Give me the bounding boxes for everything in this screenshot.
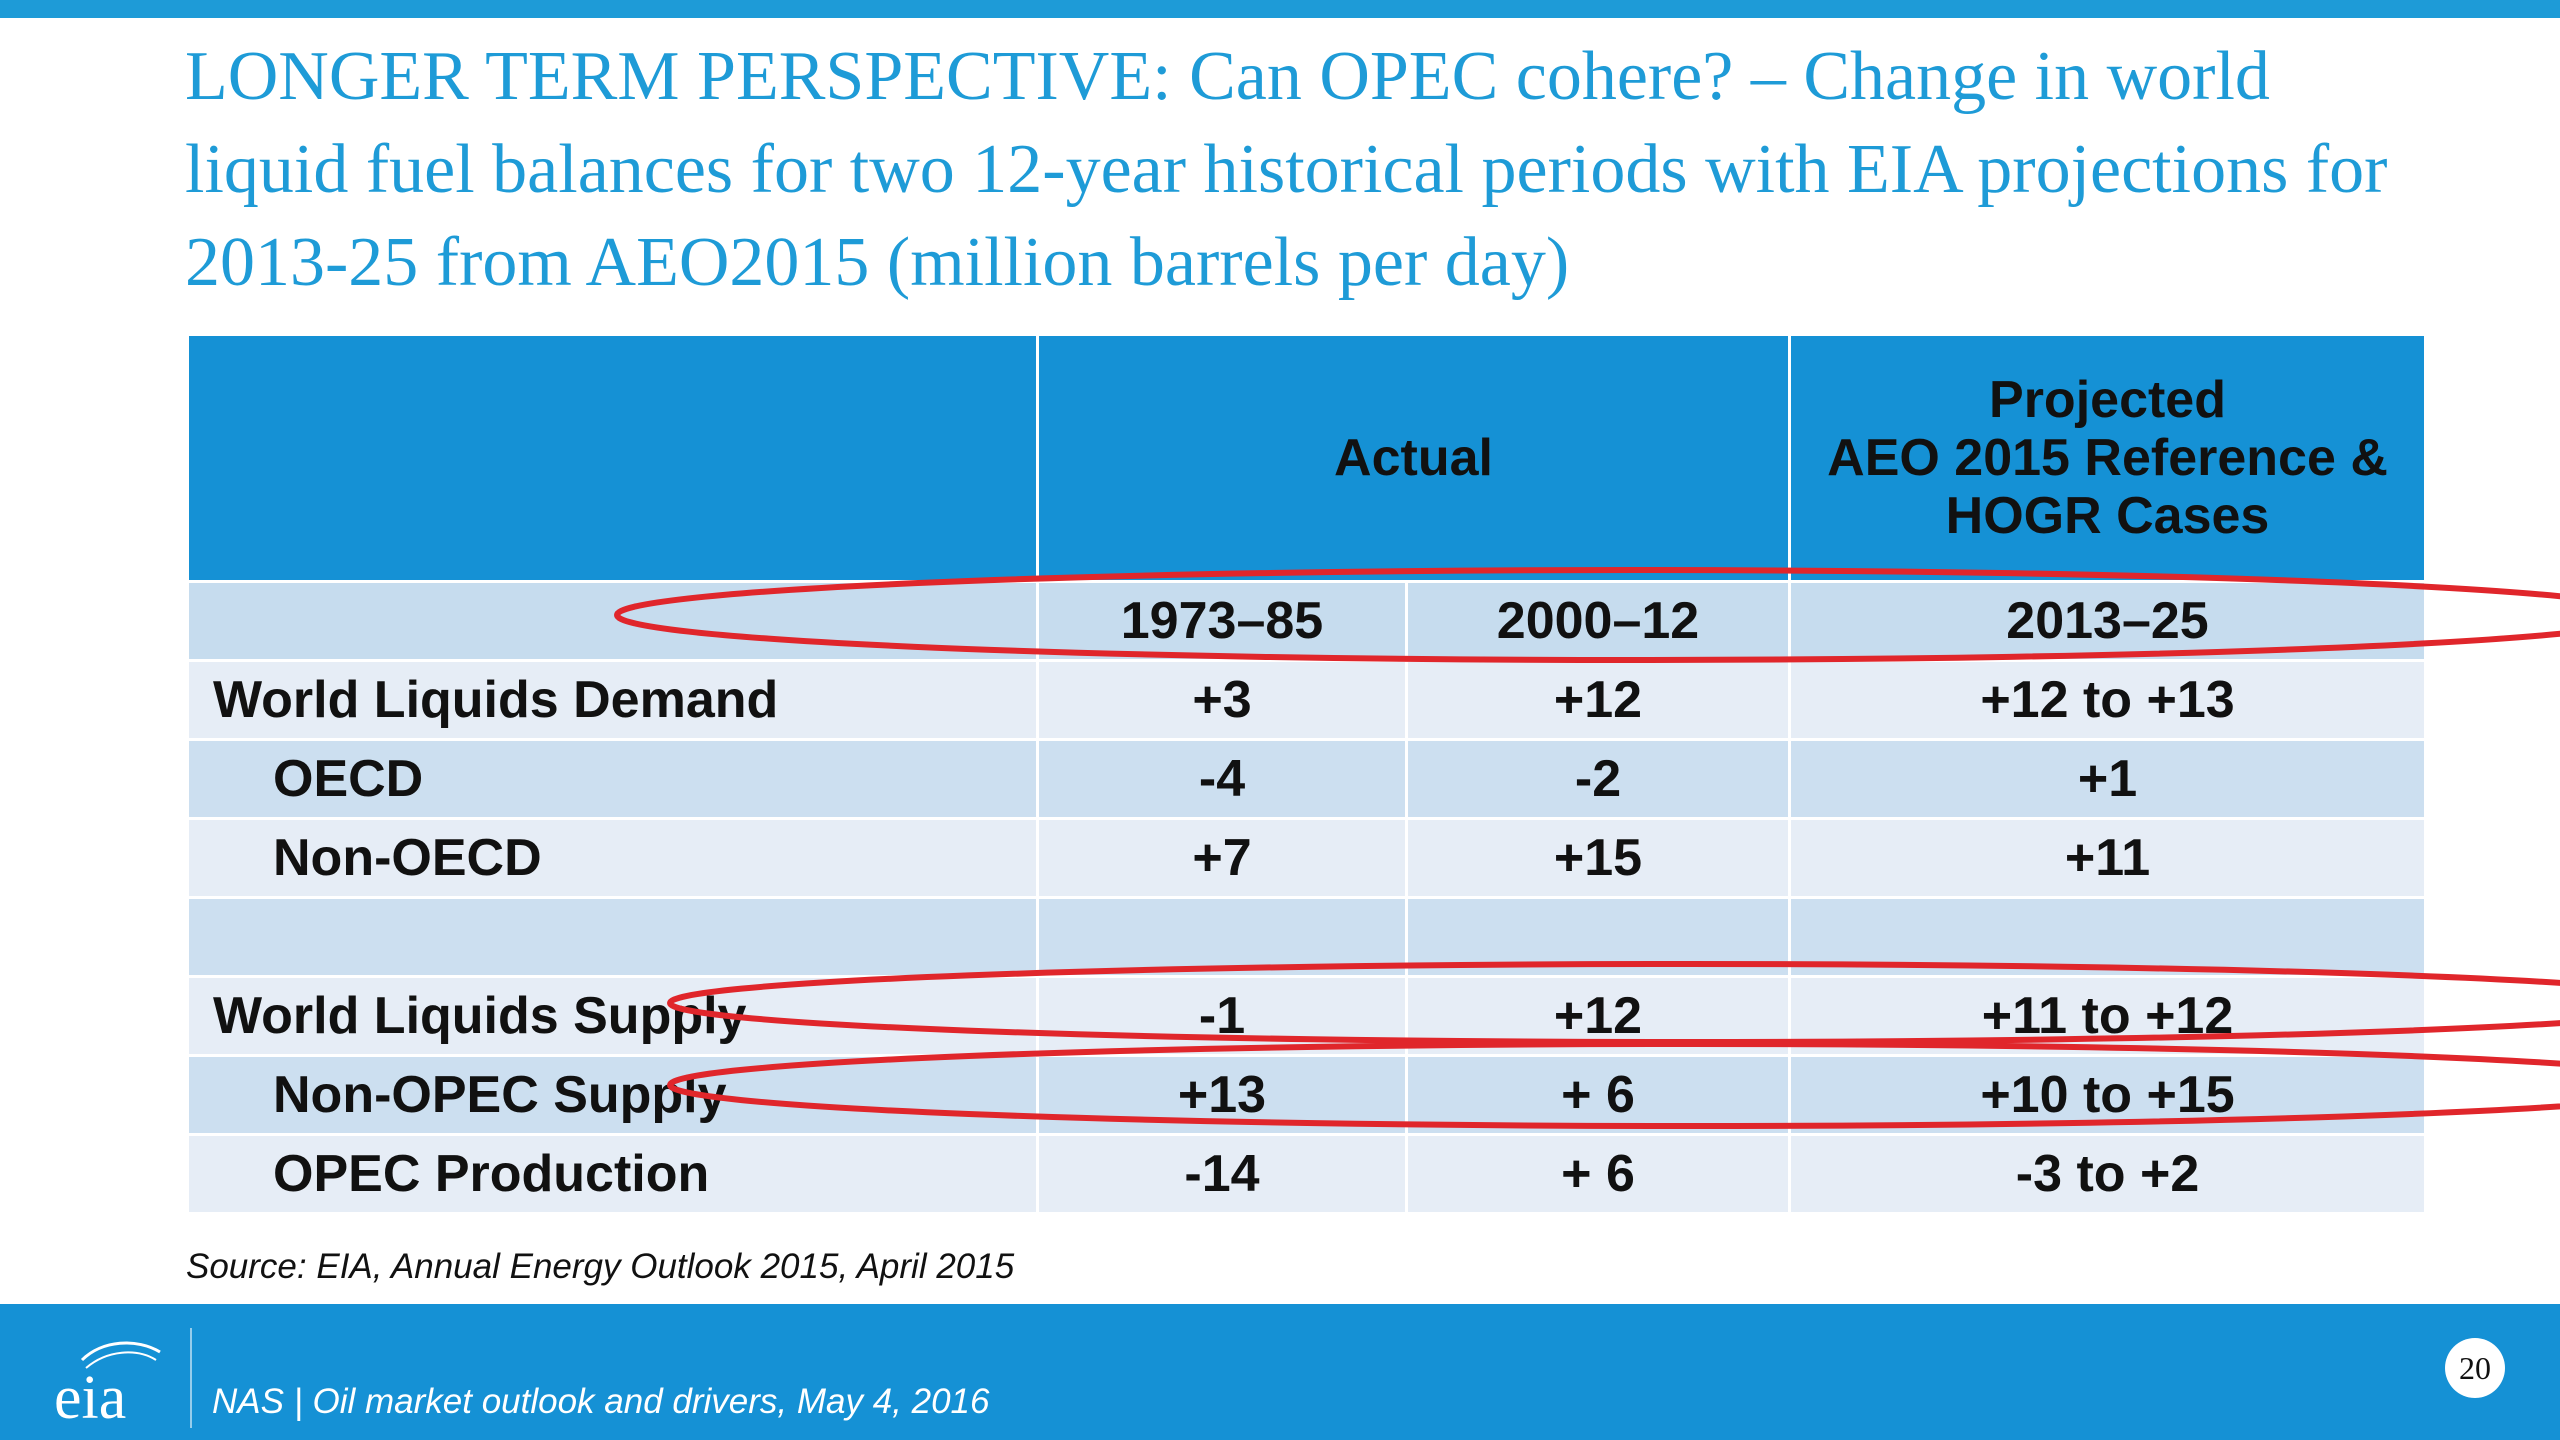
header-projected-line-3: HOGR Cases xyxy=(1945,487,2270,545)
footer-text: NAS | Oil market outlook and drivers, Ma… xyxy=(212,1382,990,1421)
liquid-fuel-balances-table: Actual Projected AEO 2015 Reference & HO… xyxy=(186,333,2428,1215)
row-label xyxy=(186,896,1039,978)
cell-value: +12 xyxy=(1404,975,1792,1057)
logo-text: eia xyxy=(54,1364,126,1430)
row-label: Non-OECD xyxy=(186,817,1039,899)
cell-value: +7 xyxy=(1036,817,1408,899)
page-number: 20 xyxy=(2445,1338,2505,1398)
table-row: Non-OECD +7 +15 +11 xyxy=(186,817,2428,899)
table-row: World Liquids Supply -1 +12 +11 to +12 xyxy=(186,975,2428,1057)
cell-value: +11 xyxy=(1788,817,2428,899)
header-projected-line-1: Projected xyxy=(1989,371,2226,429)
row-label: World Liquids Supply xyxy=(186,975,1039,1057)
cell-value xyxy=(1788,896,2428,978)
table-row: OPEC Production -14 + 6 -3 to +2 xyxy=(186,1133,2428,1215)
header-projected-line-2: AEO 2015 Reference & xyxy=(1827,429,2388,487)
table-header-row: Actual Projected AEO 2015 Reference & HO… xyxy=(186,333,2428,583)
row-label: OPEC Production xyxy=(186,1133,1039,1215)
logo-swoosh xyxy=(80,1341,161,1362)
row-label: World Liquids Demand xyxy=(186,659,1039,741)
header-actual: Actual xyxy=(1035,333,1792,583)
cell-value: +11 to +12 xyxy=(1788,975,2428,1057)
cell-value: -14 xyxy=(1036,1133,1408,1215)
source-note: Source: EIA, Annual Energy Outlook 2015,… xyxy=(186,1247,1015,1286)
cell-value: -3 to +2 xyxy=(1788,1133,2428,1215)
top-accent-bar xyxy=(0,0,2560,18)
cell-value: + 6 xyxy=(1404,1133,1792,1215)
cell-value: +12 to +13 xyxy=(1788,659,2428,741)
table-row: Non-OPEC Supply +13 + 6 +10 to +15 xyxy=(186,1054,2428,1136)
slide-title: LONGER TERM PERSPECTIVE: Can OPEC cohere… xyxy=(185,38,2388,301)
cell-value xyxy=(1036,896,1408,978)
row-label: Non-OPEC Supply xyxy=(186,1054,1039,1136)
cell-value: +1 xyxy=(1788,738,2428,820)
header-empty-cell xyxy=(186,333,1039,583)
period-1973-85: 1973–85 xyxy=(1036,580,1408,662)
period-row: 1973–85 2000–12 2013–25 xyxy=(186,580,2428,662)
row-label: OECD xyxy=(186,738,1039,820)
eia-logo: eia xyxy=(54,1341,161,1430)
cell-value: -1 xyxy=(1036,975,1408,1057)
period-empty-cell xyxy=(186,580,1039,662)
cell-value: -4 xyxy=(1036,738,1408,820)
period-2000-12: 2000–12 xyxy=(1404,580,1792,662)
cell-value: +13 xyxy=(1036,1054,1408,1136)
cell-value: + 6 xyxy=(1404,1054,1792,1136)
table-spacer-row xyxy=(186,896,2428,978)
period-2013-25: 2013–25 xyxy=(1788,580,2428,662)
table-row: OECD -4 -2 +1 xyxy=(186,738,2428,820)
table-row: World Liquids Demand +3 +12 +12 to +13 xyxy=(186,659,2428,741)
logo-swoosh xyxy=(85,1351,157,1369)
footer-bar: eia NAS | Oil market outlook and drivers… xyxy=(0,1304,2560,1440)
cell-value: +15 xyxy=(1404,817,1792,899)
cell-value xyxy=(1404,896,1792,978)
cell-value: -2 xyxy=(1404,738,1792,820)
header-projected: Projected AEO 2015 Reference & HOGR Case… xyxy=(1788,333,2428,583)
cell-value: +10 to +15 xyxy=(1788,1054,2428,1136)
cell-value: +12 xyxy=(1404,659,1792,741)
cell-value: +3 xyxy=(1036,659,1408,741)
footer-divider xyxy=(190,1328,192,1428)
